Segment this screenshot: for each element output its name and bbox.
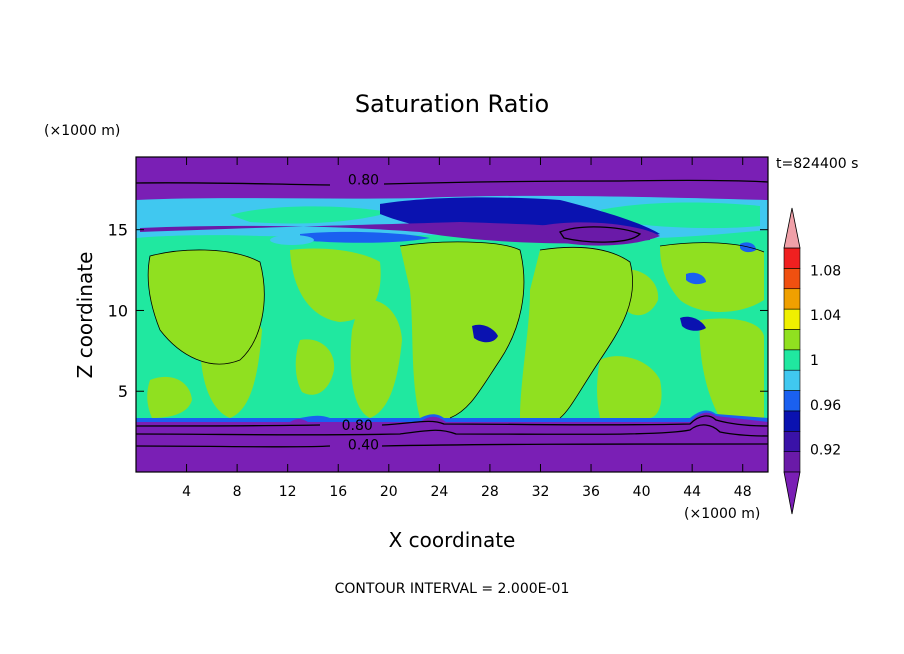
mid-purple-patch-2 — [680, 316, 706, 331]
x-tick-label: 28 — [481, 484, 499, 500]
chart-title: Saturation Ratio — [355, 90, 549, 118]
x-tick-label: 44 — [683, 484, 701, 500]
upper-teal-patch-2 — [600, 202, 760, 229]
x-tick-label: 40 — [633, 484, 651, 500]
plot-area — [136, 157, 768, 472]
upper-blue-fringe — [300, 231, 430, 243]
time-label: t=824400 s — [776, 156, 858, 172]
x-tick-label: 24 — [430, 484, 448, 500]
colorbar-tick-label: 0.92 — [810, 443, 841, 459]
colorbar-swatch — [783, 349, 801, 371]
colorbar-swatch — [783, 247, 801, 269]
y-tick-label: 10 — [108, 301, 128, 320]
green-patches — [147, 241, 764, 418]
contour-0.60-lower — [135, 424, 769, 437]
mid-blue-patch-1 — [686, 272, 706, 285]
contour-mid-1 — [147, 249, 265, 365]
mid-purple-patch-1 — [472, 324, 498, 343]
x-tick-label: 20 — [380, 484, 398, 500]
contour-mid-3 — [539, 246, 634, 419]
x-axis-label: X coordinate — [389, 528, 516, 552]
y-tick-label: 15 — [108, 221, 128, 240]
colorbar-swatch — [783, 390, 801, 412]
contour-labels: 0.80 0.80 0.40 — [342, 173, 379, 454]
colorbar-swatch — [783, 308, 801, 330]
colorbar-under-arrow — [783, 471, 801, 515]
plot-frame — [135, 156, 769, 473]
x-tick-label: 32 — [532, 484, 550, 500]
colorbar-swatch — [783, 268, 801, 290]
colorbar-tick-label: 1 — [810, 353, 819, 369]
contour-mid-4 — [659, 242, 765, 253]
contour-0.80-lower — [135, 415, 769, 427]
x-tick-label: 12 — [279, 484, 297, 500]
colorbar-swatch — [783, 369, 801, 391]
y-axis-label: Z coordinate — [73, 252, 97, 379]
y-tick-label: 5 — [118, 382, 128, 401]
upper-teal-patch-1 — [230, 206, 390, 224]
contour-label: 0.40 — [348, 438, 379, 454]
colorbar-tick-label: 1.04 — [810, 308, 841, 324]
x-axis: 4 8 12 16 20 24 28 32 36 40 44 48 — [182, 157, 752, 500]
x-tick-label: 36 — [582, 484, 600, 500]
x-tick-label: 4 — [182, 484, 191, 500]
colorbar-swatch — [783, 430, 801, 452]
x-tick-label: 48 — [734, 484, 752, 500]
colorbar-tick-label: 1.08 — [810, 263, 841, 279]
colorbar-swatch — [783, 451, 801, 473]
colorbar-swatch — [783, 288, 801, 310]
contour-label: 0.80 — [348, 173, 379, 189]
colorbar-swatch — [783, 329, 801, 351]
x-unit-label: (×1000 m) — [684, 506, 760, 522]
contour-closed-upper — [559, 226, 642, 243]
colorbar-over-arrow — [783, 207, 801, 249]
contour-interval-footer: CONTOUR INTERVAL = 2.000E-01 — [335, 581, 570, 597]
colorbar-tick-label: 0.96 — [810, 398, 841, 414]
colorbar: 0.92 0.96 1 1.04 1.08 — [783, 207, 841, 515]
upper-light-patch — [270, 235, 314, 245]
x-tick-label: 8 — [233, 484, 242, 500]
lower-dry-layer — [136, 412, 768, 472]
contour-0.80-upper — [135, 179, 769, 186]
contour-mid-2 — [399, 241, 525, 419]
upper-purple-tongue — [140, 222, 650, 244]
contour-lines — [135, 179, 769, 448]
contour-0.40-lower — [135, 443, 769, 448]
colorbar-swatch — [783, 410, 801, 432]
y-axis: 5 10 15 — [108, 221, 768, 401]
x-tick-label: 16 — [329, 484, 347, 500]
y-unit-label: (×1000 m) — [44, 123, 120, 139]
contour-label: 0.80 — [342, 418, 373, 434]
